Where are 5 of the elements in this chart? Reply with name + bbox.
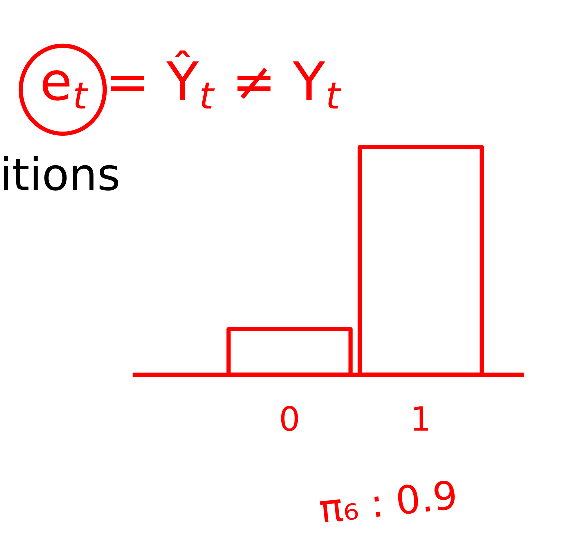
text: itions [4,156,118,191]
x-tick-label: 1 [414,406,429,431]
text: π₆ : 0.9 [319,480,456,524]
x-tick-label: 0 [281,406,298,432]
chart-title: e$_{t}$ = Ŷ$_{t}$ ≠ Y$_{t}$ [42,50,342,109]
